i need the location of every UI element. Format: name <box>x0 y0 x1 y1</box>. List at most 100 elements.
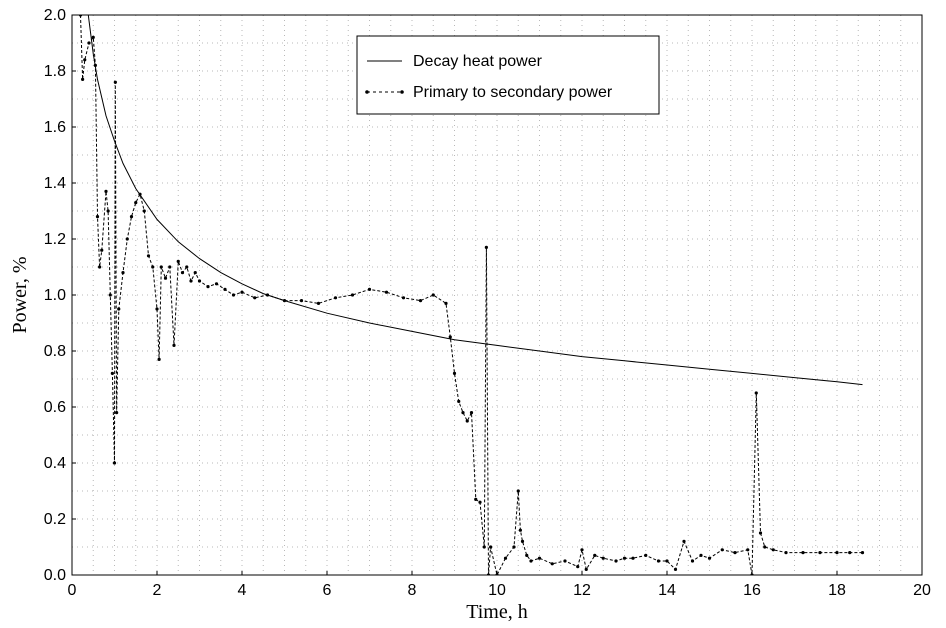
series-point-primary-secondary <box>529 559 533 563</box>
series-point-primary-secondary <box>656 559 661 563</box>
series-point-primary-secondary <box>163 276 168 280</box>
legend-swatch-marker <box>400 90 404 94</box>
series-point-primary-secondary <box>563 559 567 563</box>
series-point-primary-secondary <box>112 461 117 465</box>
series-point-primary-secondary <box>214 282 219 286</box>
series-point-primary-secondary <box>104 189 108 193</box>
series-point-primary-secondary <box>474 497 478 501</box>
series-point-primary-secondary <box>860 551 865 555</box>
series-point-primary-secondary <box>189 279 193 283</box>
legend-box <box>356 35 660 115</box>
series-point-primary-secondary <box>593 553 597 558</box>
series-point-primary-secondary <box>489 545 493 549</box>
series-point-primary-secondary <box>193 271 197 275</box>
y-tick-label: 2.0 <box>44 7 66 24</box>
y-tick-label: 1.0 <box>44 287 66 304</box>
series-point-primary-secondary <box>457 399 461 403</box>
series-point-primary-secondary <box>240 290 244 294</box>
series-point-primary-secondary <box>151 265 155 269</box>
series-point-primary-secondary <box>316 301 321 305</box>
series-point-primary-secondary <box>614 559 618 563</box>
series-point-primary-secondary <box>835 551 839 555</box>
y-tick-label: 1.2 <box>44 231 66 248</box>
series-point-primary-secondary <box>168 265 172 269</box>
series-point-primary-secondary <box>418 299 423 303</box>
series-point-primary-secondary <box>601 556 605 560</box>
series-point-primary-secondary <box>93 63 97 67</box>
series-point-primary-secondary <box>172 343 176 347</box>
series-point-primary-secondary <box>733 551 737 555</box>
series-point-primary-secondary <box>644 553 648 558</box>
x-tick-label: 14 <box>658 582 676 599</box>
series-point-primary-secondary <box>720 548 724 552</box>
series-point-primary-secondary <box>180 271 185 275</box>
series-point-primary-secondary <box>78 15 83 17</box>
series-point-primary-secondary <box>138 192 142 196</box>
series-point-primary-secondary <box>350 293 355 297</box>
series-point-primary-secondary <box>223 287 227 291</box>
series-point-primary-secondary <box>818 551 822 555</box>
series-point-primary-secondary <box>848 551 852 555</box>
series-point-primary-secondary <box>465 419 469 423</box>
x-axis-title: Time, h <box>466 601 528 623</box>
series-point-primary-secondary <box>129 215 134 219</box>
series-point-primary-secondary <box>503 556 508 560</box>
legend-swatch-marker <box>365 90 369 94</box>
y-axis-title: Power, % <box>9 257 31 334</box>
series-point-primary-secondary <box>699 553 703 558</box>
legend-label-primary-secondary: Primary to secondary power <box>413 84 613 101</box>
x-tick-label: 12 <box>573 582 591 599</box>
series-point-primary-secondary <box>367 287 372 291</box>
series-point-primary-secondary <box>299 299 304 303</box>
x-tick-label: 20 <box>913 582 931 599</box>
series-point-primary-secondary <box>469 411 474 415</box>
series-point-primary-secondary <box>576 565 580 569</box>
series-point-primary-secondary <box>333 296 338 300</box>
series-point-primary-secondary <box>384 290 389 294</box>
y-tick-label: 1.8 <box>44 63 66 80</box>
series-point-primary-secondary <box>100 248 104 252</box>
series-point-primary-secondary <box>98 265 102 269</box>
series-point-primary-secondary <box>253 296 257 300</box>
series-point-primary-secondary <box>550 562 554 566</box>
series-point-primary-secondary <box>801 551 805 555</box>
series-point-primary-secondary <box>518 528 522 532</box>
series-point-primary-secondary <box>282 299 287 303</box>
x-tick-label: 4 <box>238 582 247 599</box>
series-point-primary-secondary <box>665 559 669 563</box>
series-point-primary-secondary <box>206 285 210 289</box>
x-tick-label: 18 <box>828 582 846 599</box>
y-tick-label: 1.4 <box>44 175 66 192</box>
x-tick-label: 10 <box>488 582 506 599</box>
series-point-primary-secondary <box>754 391 758 395</box>
y-tick-label: 1.6 <box>44 119 66 136</box>
series-point-primary-secondary <box>690 559 695 563</box>
series-point-primary-secondary <box>83 58 87 62</box>
series-point-primary-secondary <box>110 371 114 375</box>
legend: Decay heat power Primary to secondary po… <box>356 35 660 115</box>
series-point-primary-secondary <box>763 545 767 549</box>
y-tick-label: 0.4 <box>44 455 66 472</box>
series-point-primary-secondary <box>87 41 91 45</box>
x-tick-label: 8 <box>408 582 417 599</box>
series-point-primary-secondary <box>580 548 584 552</box>
series-point-primary-secondary <box>537 556 542 560</box>
series-point-primary-secondary <box>746 548 750 552</box>
series-point-primary-secondary <box>146 254 151 258</box>
series-point-primary-secondary <box>125 237 129 241</box>
series-point-primary-secondary <box>185 265 189 269</box>
series-point-primary-secondary <box>155 307 159 311</box>
x-tick-label: 2 <box>153 582 162 599</box>
series-point-primary-secondary <box>106 209 110 213</box>
series-line-primary-secondary <box>80 15 863 575</box>
series-point-primary-secondary <box>448 335 452 339</box>
legend-label-decay-heat: Decay heat power <box>413 53 543 70</box>
series-point-primary-secondary <box>707 556 712 560</box>
y-tick-label: 0.0 <box>44 567 66 584</box>
y-tick-label: 0.6 <box>44 399 66 416</box>
series-point-primary-secondary <box>95 215 100 219</box>
series-point-primary-secondary <box>486 573 491 575</box>
series-point-primary-secondary <box>482 545 486 549</box>
series-point-primary-secondary <box>771 548 775 552</box>
